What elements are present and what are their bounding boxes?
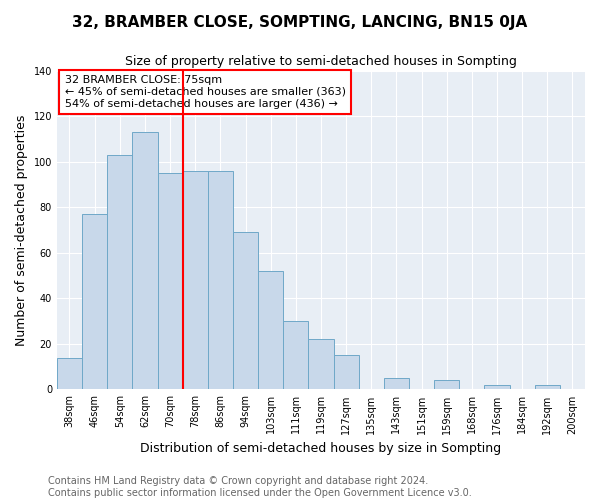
- Text: 32 BRAMBER CLOSE: 75sqm
← 45% of semi-detached houses are smaller (363)
54% of s: 32 BRAMBER CLOSE: 75sqm ← 45% of semi-de…: [65, 76, 346, 108]
- Text: 32, BRAMBER CLOSE, SOMPTING, LANCING, BN15 0JA: 32, BRAMBER CLOSE, SOMPTING, LANCING, BN…: [73, 15, 527, 30]
- Title: Size of property relative to semi-detached houses in Sompting: Size of property relative to semi-detach…: [125, 55, 517, 68]
- Y-axis label: Number of semi-detached properties: Number of semi-detached properties: [15, 114, 28, 346]
- Bar: [82, 214, 107, 390]
- Bar: [182, 171, 208, 390]
- Bar: [384, 378, 409, 390]
- Bar: [57, 358, 82, 390]
- Bar: [208, 171, 233, 390]
- Bar: [158, 173, 182, 390]
- Bar: [484, 385, 509, 390]
- Bar: [258, 271, 283, 390]
- Text: Contains HM Land Registry data © Crown copyright and database right 2024.
Contai: Contains HM Land Registry data © Crown c…: [48, 476, 472, 498]
- Bar: [233, 232, 258, 390]
- Bar: [133, 132, 158, 390]
- Bar: [334, 356, 359, 390]
- Bar: [535, 385, 560, 390]
- X-axis label: Distribution of semi-detached houses by size in Sompting: Distribution of semi-detached houses by …: [140, 442, 502, 455]
- Bar: [434, 380, 459, 390]
- Bar: [107, 155, 133, 390]
- Bar: [308, 340, 334, 390]
- Bar: [283, 321, 308, 390]
